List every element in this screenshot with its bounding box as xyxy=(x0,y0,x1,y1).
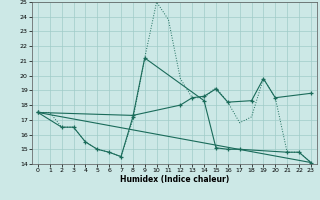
X-axis label: Humidex (Indice chaleur): Humidex (Indice chaleur) xyxy=(120,175,229,184)
